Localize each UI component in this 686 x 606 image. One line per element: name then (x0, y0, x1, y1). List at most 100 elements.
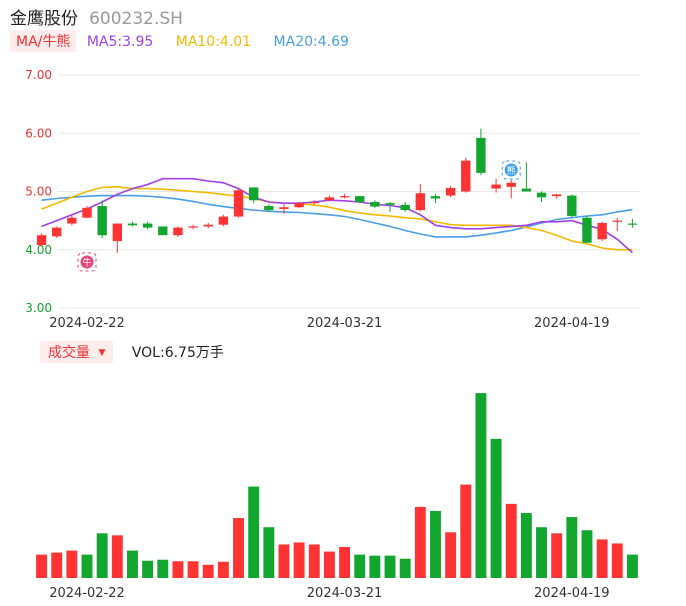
candle (52, 226, 62, 239)
volume-bar (217, 561, 229, 578)
candle-body (309, 201, 319, 204)
volume-bar (430, 510, 441, 578)
volume-bar (445, 532, 457, 578)
candle-body (112, 223, 123, 242)
volume-bar (157, 559, 169, 578)
candle-body (339, 196, 350, 198)
marker-frame (77, 252, 97, 272)
stock-code: 600232.SH (89, 9, 183, 29)
candle-body (355, 196, 365, 202)
candle (521, 162, 532, 192)
candle (324, 195, 335, 202)
volume-bar (520, 512, 532, 578)
candle (627, 218, 638, 228)
volume-bar (66, 550, 78, 578)
bull-marker-icon: 牛 (77, 252, 97, 272)
volume-x-tick-label: 2024-02-22 (49, 586, 125, 601)
volume-bar (581, 530, 593, 578)
candle (506, 179, 516, 199)
y-tick-label: 4.00 (25, 243, 52, 257)
candle-body (582, 217, 592, 243)
ma10-line (41, 185, 633, 251)
candle (355, 196, 365, 204)
candle (112, 223, 123, 253)
candle (294, 201, 304, 208)
candle (339, 193, 350, 199)
candle-body (567, 195, 577, 216)
candle-body (491, 184, 501, 189)
marker-label: 牛 (83, 257, 92, 269)
volume-bar (475, 393, 487, 578)
volume-bar (278, 544, 290, 578)
volume-bar (369, 555, 381, 578)
candle-body (506, 182, 516, 187)
candle-body (127, 223, 138, 226)
candle (385, 201, 395, 212)
volume-bar (233, 518, 244, 578)
marker-label: 熊 (507, 165, 516, 177)
ma20-value: MA20:4.69 (273, 34, 349, 50)
candle-body (173, 227, 183, 236)
ma-indicator-tab[interactable]: MA/牛熊 (10, 30, 77, 52)
candle-body (445, 188, 456, 196)
candle-body (248, 187, 259, 201)
candle (142, 221, 153, 230)
volume-bar (505, 503, 517, 578)
volume-x-tick-label: 2024-03-21 (307, 586, 383, 601)
candle-body (279, 207, 289, 209)
candle-body (203, 224, 213, 227)
volume-x-tick-label: 2024-04-19 (534, 586, 610, 601)
stock-name: 金鹰股份 (10, 9, 78, 29)
candle (127, 221, 138, 227)
volume-bar (566, 517, 578, 578)
stock-header: 金鹰股份 600232.SH (10, 4, 183, 29)
candle-body (294, 203, 304, 208)
volume-bar (339, 547, 351, 578)
candle (536, 191, 547, 202)
candle-body (218, 216, 229, 225)
volume-bar (596, 539, 608, 578)
candle (415, 183, 426, 212)
marker-badge (504, 163, 518, 177)
volume-bar (248, 486, 260, 578)
candle-body (461, 160, 471, 192)
volume-indicator-dropdown[interactable]: 成交量 ▼ (40, 341, 114, 363)
volume-bar (399, 558, 411, 578)
candle (279, 204, 289, 214)
ma5-line (41, 177, 633, 254)
y-tick-label: 6.00 (25, 126, 52, 140)
candle-body (536, 192, 547, 198)
bear-marker-icon: 熊 (501, 160, 521, 180)
candle-body (400, 204, 410, 211)
candle (597, 221, 607, 242)
candle-body (52, 227, 62, 237)
candle-body (67, 217, 77, 224)
candle (445, 185, 456, 198)
volume-bar (36, 554, 48, 578)
volume-bar (611, 543, 623, 578)
ma10-value: MA10:4.01 (175, 34, 252, 50)
volume-bar (142, 560, 154, 578)
volume-bar (127, 550, 138, 578)
candle-body (142, 223, 153, 228)
volume-bar (490, 438, 502, 578)
candle (612, 217, 622, 232)
candle-body (597, 222, 607, 240)
candle-body (370, 201, 380, 207)
volume-bar (536, 527, 547, 578)
candle (248, 187, 259, 204)
candle (491, 178, 501, 193)
candle (400, 201, 410, 212)
marker-badge (80, 255, 94, 269)
candle-body (551, 194, 562, 197)
ma-legend: MA/牛熊 MA5:3.95 MA10:4.01 MA20:4.69 (10, 30, 367, 54)
candle-body (82, 207, 92, 218)
candle (551, 193, 562, 199)
candle-body (430, 196, 441, 199)
candle-body (627, 223, 638, 225)
candle (370, 200, 380, 208)
candle-body (476, 137, 486, 173)
x-tick-label: 2024-03-21 (307, 316, 383, 331)
candle-body (385, 203, 395, 205)
